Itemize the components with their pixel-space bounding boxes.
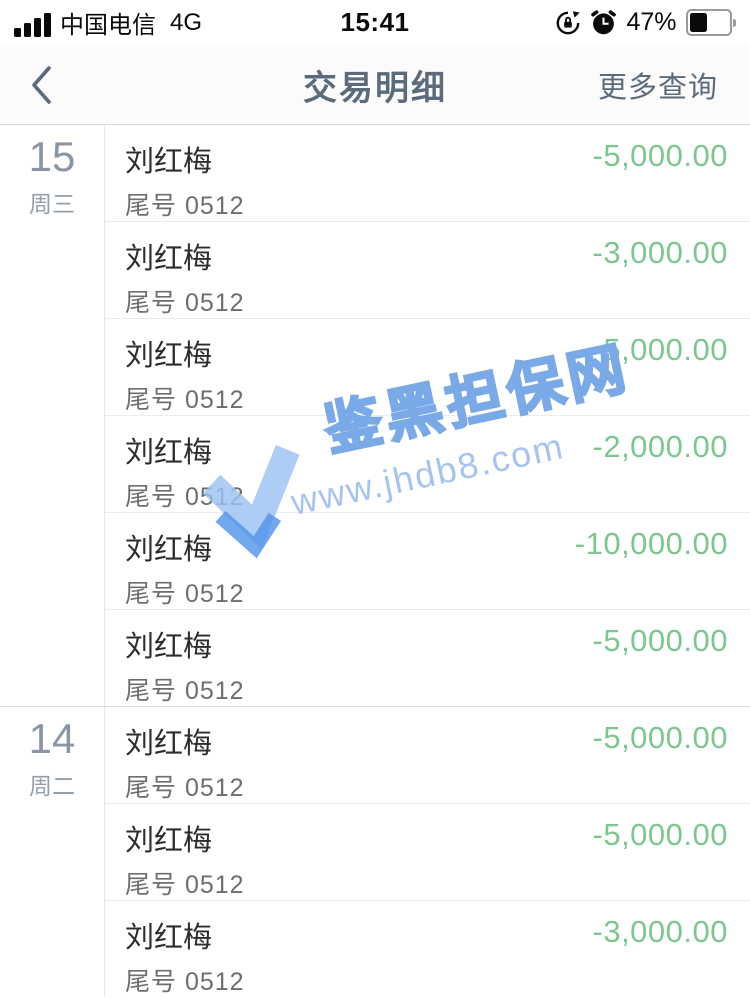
account-tail: 尾号 0512 bbox=[125, 192, 245, 220]
network-type-label: 4G bbox=[170, 8, 203, 36]
date-day: 14 bbox=[28, 715, 76, 762]
date-weekday: 周三 bbox=[29, 191, 75, 218]
transaction-row[interactable]: 刘红梅 尾号 0512 -5,000.00 bbox=[105, 609, 750, 706]
battery-fill bbox=[689, 13, 708, 32]
transaction-row[interactable]: 刘红梅 尾号 0512 -10,000.00 bbox=[105, 512, 750, 609]
transaction-amount: -3,000.00 bbox=[592, 914, 728, 949]
payee-name: 刘红梅 bbox=[125, 243, 213, 275]
transaction-row[interactable]: 刘红梅 尾号 0512 -5,000.00 bbox=[105, 803, 750, 900]
transaction-amount: -5,000.00 bbox=[592, 332, 728, 367]
transaction-amount: -5,000.00 bbox=[592, 138, 728, 173]
account-tail: 尾号 0512 bbox=[125, 386, 245, 414]
battery-percent-label: 47% bbox=[626, 8, 677, 36]
transaction-row[interactable]: 刘红梅 尾号 0512 -3,000.00 bbox=[105, 900, 750, 997]
payee-name: 刘红梅 bbox=[125, 146, 213, 178]
account-tail: 尾号 0512 bbox=[125, 677, 245, 705]
account-tail: 尾号 0512 bbox=[125, 968, 245, 996]
payee-name: 刘红梅 bbox=[125, 437, 213, 469]
transaction-amount: -3,000.00 bbox=[592, 235, 728, 270]
transaction-amount: -2,000.00 bbox=[592, 429, 728, 464]
account-tail: 尾号 0512 bbox=[125, 774, 245, 802]
back-button[interactable] bbox=[28, 64, 54, 106]
transaction-amount: -10,000.00 bbox=[574, 526, 728, 561]
payee-name: 刘红梅 bbox=[125, 534, 213, 566]
rotation-lock-icon bbox=[557, 10, 581, 34]
date-weekday: 周二 bbox=[29, 773, 75, 800]
date-group-rows: 刘红梅 尾号 0512 -5,000.00 刘红梅 尾号 0512 -3,000… bbox=[105, 125, 750, 706]
date-group-rows: 刘红梅 尾号 0512 -5,000.00 刘红梅 尾号 0512 -5,000… bbox=[105, 707, 750, 997]
transaction-row[interactable]: 刘红梅 尾号 0512 -3,000.00 bbox=[105, 221, 750, 318]
date-group: 14 周二 刘红梅 尾号 0512 -5,000.00 刘红梅 尾号 0512 … bbox=[0, 706, 750, 997]
payee-name: 刘红梅 bbox=[125, 631, 213, 663]
alarm-clock-icon bbox=[591, 10, 617, 35]
transaction-row[interactable]: 刘红梅 尾号 0512 -5,000.00 bbox=[105, 707, 750, 803]
payee-name: 刘红梅 bbox=[125, 728, 213, 760]
clock-time: 15:41 bbox=[340, 7, 410, 37]
account-tail: 尾号 0512 bbox=[125, 289, 245, 317]
signal-bars-icon bbox=[14, 12, 51, 37]
transaction-amount: -5,000.00 bbox=[592, 817, 728, 852]
payee-name: 刘红梅 bbox=[125, 825, 213, 857]
payee-name: 刘红梅 bbox=[125, 340, 213, 372]
date-gutter: 15 周三 bbox=[0, 125, 105, 706]
date-day: 15 bbox=[28, 133, 76, 180]
transaction-amount: -5,000.00 bbox=[592, 720, 728, 755]
transaction-amount: -5,000.00 bbox=[592, 623, 728, 658]
payee-name: 刘红梅 bbox=[125, 922, 213, 954]
status-bar: 中国电信 4G 15:41 47% bbox=[0, 0, 750, 45]
date-group: 15 周三 刘红梅 尾号 0512 -5,000.00 刘红梅 尾号 0512 … bbox=[0, 125, 750, 706]
transaction-list: 15 周三 刘红梅 尾号 0512 -5,000.00 刘红梅 尾号 0512 … bbox=[0, 125, 750, 997]
account-tail: 尾号 0512 bbox=[125, 871, 245, 899]
battery-icon bbox=[685, 9, 736, 36]
account-tail: 尾号 0512 bbox=[125, 483, 245, 511]
transaction-row[interactable]: 刘红梅 尾号 0512 -5,000.00 bbox=[105, 125, 750, 221]
carrier-label: 中国电信 bbox=[60, 12, 156, 39]
page-title: 交易明细 bbox=[303, 69, 447, 107]
date-gutter: 14 周二 bbox=[0, 707, 105, 997]
transaction-row[interactable]: 刘红梅 尾号 0512 -5,000.00 bbox=[105, 318, 750, 415]
more-query-link[interactable]: 更多查询 bbox=[597, 71, 718, 104]
nav-bar: 交易明细 更多查询 bbox=[0, 45, 750, 125]
transaction-row[interactable]: 刘红梅 尾号 0512 -2,000.00 bbox=[105, 415, 750, 512]
account-tail: 尾号 0512 bbox=[125, 580, 245, 608]
